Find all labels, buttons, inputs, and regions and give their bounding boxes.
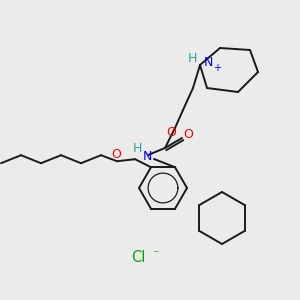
Text: N: N [142, 149, 152, 163]
Text: O: O [166, 127, 176, 140]
Text: O: O [111, 148, 121, 161]
Text: Cl: Cl [131, 250, 145, 266]
Text: H: H [132, 142, 142, 154]
Text: O: O [183, 128, 193, 142]
Text: H: H [187, 52, 197, 65]
Text: ⁻: ⁻ [152, 248, 158, 262]
Text: +: + [213, 63, 221, 73]
Text: N: N [203, 56, 213, 70]
